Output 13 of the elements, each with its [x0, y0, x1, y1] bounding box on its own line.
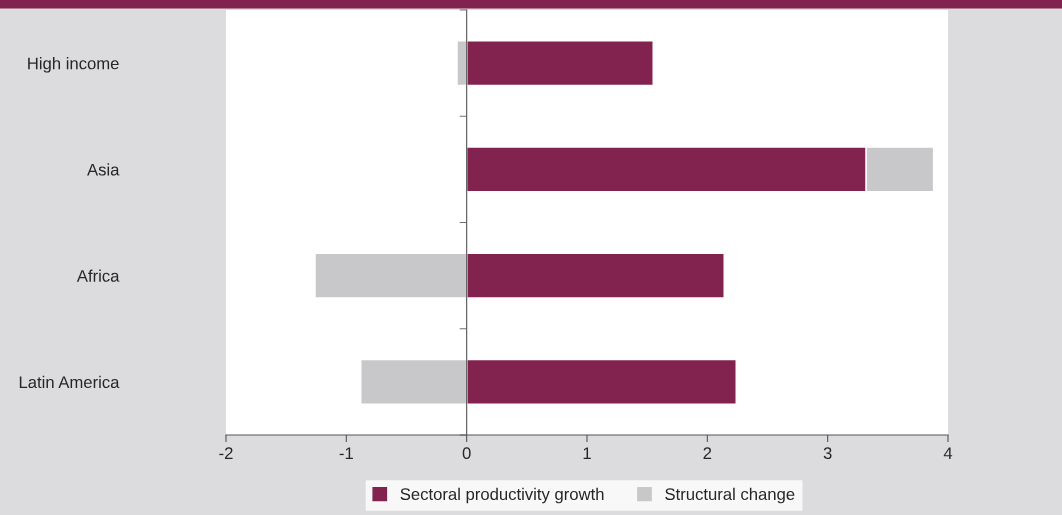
x-tick-label: -2 [219, 447, 233, 459]
legend-label: Sectoral productivity growth [400, 487, 604, 504]
x-tick-label: 2 [703, 447, 712, 459]
x-tick-label: -1 [339, 447, 353, 459]
x-tick-label: 3 [823, 447, 832, 460]
y-tick-label: Africa [76, 269, 120, 282]
x-tick-label: 0 [462, 447, 471, 460]
y-tick-label: Latin America [19, 375, 120, 389]
x-tick-label: 4 [943, 447, 953, 459]
y-tick-label: Asia [87, 163, 120, 176]
x-tick-label: 1 [583, 447, 591, 459]
y-tick-label: High income [28, 57, 119, 73]
legend-label: Structural change [665, 487, 795, 504]
